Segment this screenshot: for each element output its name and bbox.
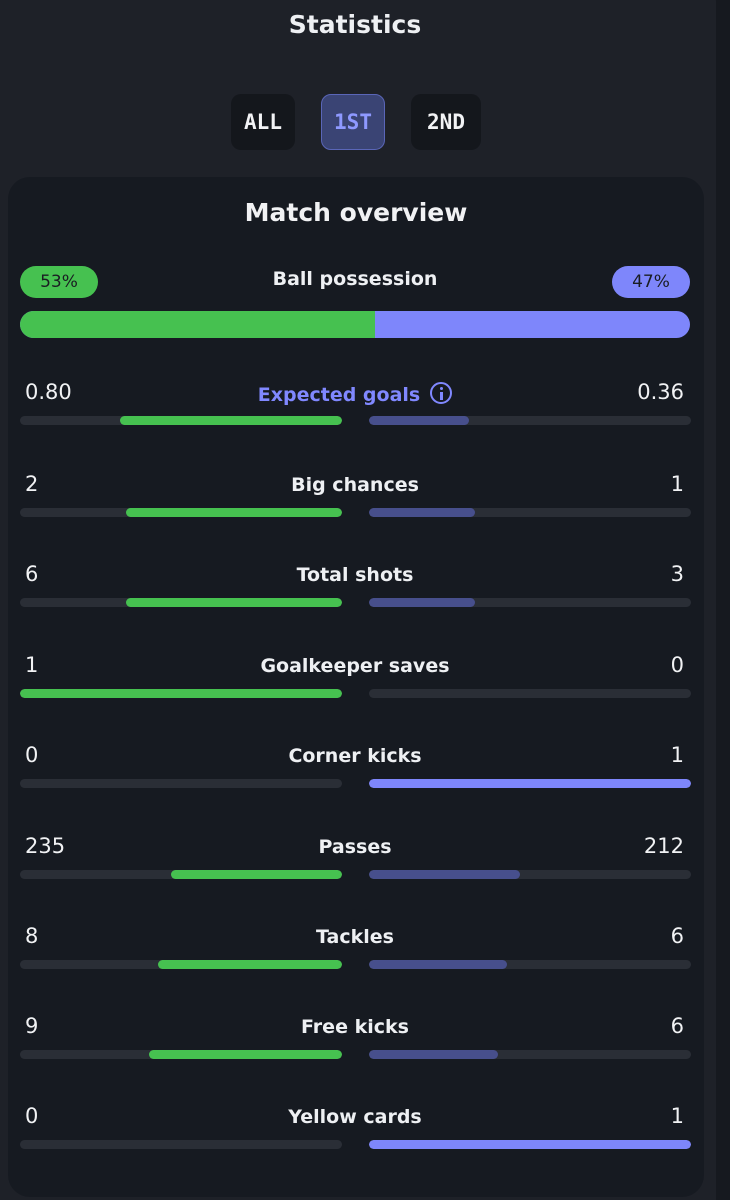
stat-label: Tackles bbox=[316, 926, 394, 948]
tab-1st[interactable]: 1ST bbox=[321, 94, 385, 150]
stat-home-fill bbox=[126, 598, 342, 607]
stat-away-value: 0 bbox=[670, 653, 684, 677]
stat-away-fill bbox=[369, 416, 469, 425]
stat-home-value: 0 bbox=[25, 743, 39, 767]
stat-row-tackles: 8 Tackles 6 bbox=[0, 924, 710, 984]
stat-home-track bbox=[20, 508, 342, 517]
stat-away-value: 3 bbox=[670, 562, 684, 586]
stat-away-value: 0.36 bbox=[637, 380, 684, 404]
stat-label: Total shots bbox=[296, 564, 414, 586]
stat-away-track bbox=[369, 598, 691, 607]
stat-away-fill bbox=[369, 598, 476, 607]
stat-away-value: 1 bbox=[670, 472, 684, 496]
stat-home-track bbox=[20, 870, 342, 879]
stat-home-value: 1 bbox=[25, 653, 39, 677]
stat-home-fill bbox=[119, 416, 342, 425]
stat-home-fill bbox=[171, 870, 342, 879]
stat-away-track bbox=[369, 1140, 691, 1149]
stat-away-track bbox=[369, 416, 691, 425]
stat-home-fill bbox=[148, 1050, 342, 1059]
stat-row-big-chances: 2 Big chances 1 bbox=[0, 472, 710, 532]
stat-away-value: 1 bbox=[670, 743, 684, 767]
stat-row-goalkeeper-saves: 1 Goalkeeper saves 0 bbox=[0, 653, 710, 713]
stat-home-fill bbox=[20, 689, 342, 698]
stat-away-fill bbox=[369, 870, 521, 879]
tab-2nd[interactable]: 2ND bbox=[411, 94, 481, 150]
stat-away-track bbox=[369, 870, 691, 879]
stat-away-track bbox=[369, 1050, 691, 1059]
stat-away-fill bbox=[369, 1140, 691, 1149]
stat-row-total-shots: 6 Total shots 3 bbox=[0, 562, 710, 622]
panel-title: Statistics bbox=[288, 10, 422, 39]
stat-away-value: 1 bbox=[670, 1104, 684, 1128]
info-icon[interactable] bbox=[430, 382, 453, 404]
stat-label[interactable]: Expected goals bbox=[0, 382, 710, 406]
stat-away-fill bbox=[369, 960, 508, 969]
stat-home-track bbox=[20, 960, 342, 969]
stat-label: Passes bbox=[318, 836, 392, 858]
stat-away-fill bbox=[369, 508, 476, 517]
stat-home-value: 235 bbox=[25, 834, 66, 858]
period-tabs: ALL 1ST 2ND bbox=[0, 94, 710, 150]
stat-away-track bbox=[369, 508, 691, 517]
stat-label: Big chances bbox=[291, 474, 419, 496]
stat-home-fill bbox=[158, 960, 342, 969]
stat-row-passes: 235 Passes 212 bbox=[0, 834, 710, 894]
stat-away-track bbox=[369, 960, 691, 969]
stat-home-value: 0.80 bbox=[25, 380, 72, 404]
stat-away-fill bbox=[369, 779, 691, 788]
possession-label: Ball possession bbox=[272, 268, 438, 290]
stat-away-value: 212 bbox=[643, 834, 684, 858]
stat-home-track bbox=[20, 416, 342, 425]
stat-home-track bbox=[20, 1140, 342, 1149]
stat-away-track bbox=[369, 779, 691, 788]
stat-home-value: 2 bbox=[25, 472, 39, 496]
stat-away-value: 6 bbox=[670, 1014, 684, 1038]
possession-home-badge: 53% bbox=[20, 266, 98, 298]
expected-goals-link[interactable]: Expected goals bbox=[257, 384, 421, 406]
stat-label: Corner kicks bbox=[288, 745, 422, 767]
stat-home-track bbox=[20, 1050, 342, 1059]
stat-home-track bbox=[20, 598, 342, 607]
stat-away-value: 6 bbox=[670, 924, 684, 948]
stat-row-yellow-cards: 0 Yellow cards 1 bbox=[0, 1104, 710, 1164]
stat-row-corner-kicks: 0 Corner kicks 1 bbox=[0, 743, 710, 803]
match-overview-card bbox=[8, 177, 704, 1197]
stat-home-value: 8 bbox=[25, 924, 39, 948]
possession-home-fill bbox=[20, 311, 376, 338]
stat-home-track bbox=[20, 779, 342, 788]
stat-home-value: 6 bbox=[25, 562, 39, 586]
stat-label: Goalkeeper saves bbox=[260, 655, 450, 677]
tab-all[interactable]: ALL bbox=[231, 94, 295, 150]
stat-home-value: 0 bbox=[25, 1104, 39, 1128]
stat-home-value: 9 bbox=[25, 1014, 39, 1038]
stat-away-fill bbox=[369, 1050, 498, 1059]
stat-home-track bbox=[20, 689, 342, 698]
possession-away-badge: 47% bbox=[612, 266, 690, 298]
stat-label: Free kicks bbox=[301, 1016, 409, 1038]
stat-row-expected-goals: 0.80 Expected goals 0.36 bbox=[0, 380, 710, 440]
stat-away-track bbox=[369, 689, 691, 698]
stat-home-fill bbox=[126, 508, 342, 517]
stat-label: Yellow cards bbox=[288, 1106, 422, 1128]
possession-bar bbox=[20, 311, 690, 338]
match-overview-title: Match overview bbox=[244, 198, 468, 227]
stat-row-free-kicks: 9 Free kicks 6 bbox=[0, 1014, 710, 1074]
